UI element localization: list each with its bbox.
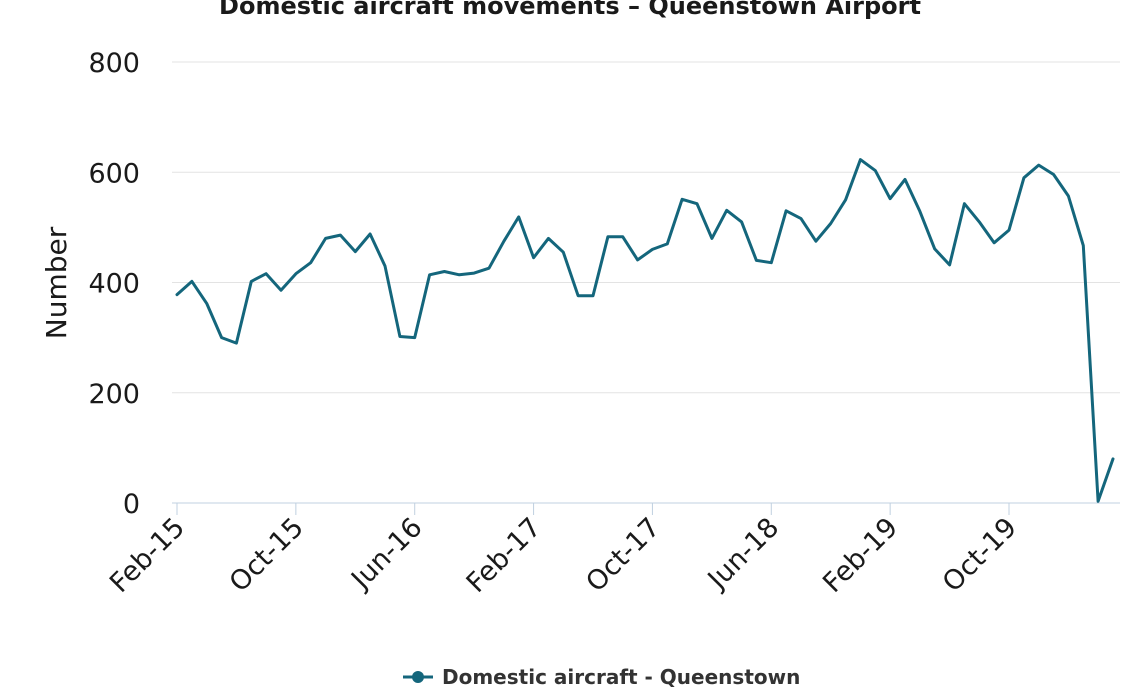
x-axis: Feb-15 Oct-15 Jun-16 Feb-17 Oct-17 Jun-18 Feb-… — [104, 502, 1120, 599]
x-tick-label: Oct-17 — [580, 512, 666, 598]
y-tick-label: 400 — [88, 269, 140, 300]
y-axis-label: Number — [40, 226, 73, 339]
series-group — [175, 158, 1115, 503]
y-tick-labels: 0 200 400 600 800 — [88, 48, 140, 520]
series-line — [175, 158, 1115, 503]
grid-lines — [172, 61, 1120, 394]
y-tick-label: 200 — [88, 379, 140, 410]
y-tick-label: 0 — [123, 489, 140, 520]
x-tick-label: Feb-19 — [817, 512, 904, 599]
x-tick-label: Jun-18 — [701, 512, 785, 596]
y-tick-label: 800 — [88, 48, 140, 79]
legend[interactable]: Domestic aircraft - Queenstown — [403, 665, 800, 689]
legend-label: Domestic aircraft - Queenstown — [442, 665, 800, 689]
chart-title: Domestic aircraft movements – Queenstown… — [219, 0, 921, 20]
x-tick-label: Oct-19 — [937, 512, 1023, 598]
x-tick-label: Oct-15 — [224, 512, 310, 598]
x-tick-label: Feb-17 — [461, 512, 548, 599]
legend-marker — [412, 671, 424, 683]
y-tick-label: 600 — [88, 158, 140, 189]
x-tick-label: Jun-16 — [344, 512, 428, 596]
x-tick-label: Feb-15 — [104, 512, 191, 599]
